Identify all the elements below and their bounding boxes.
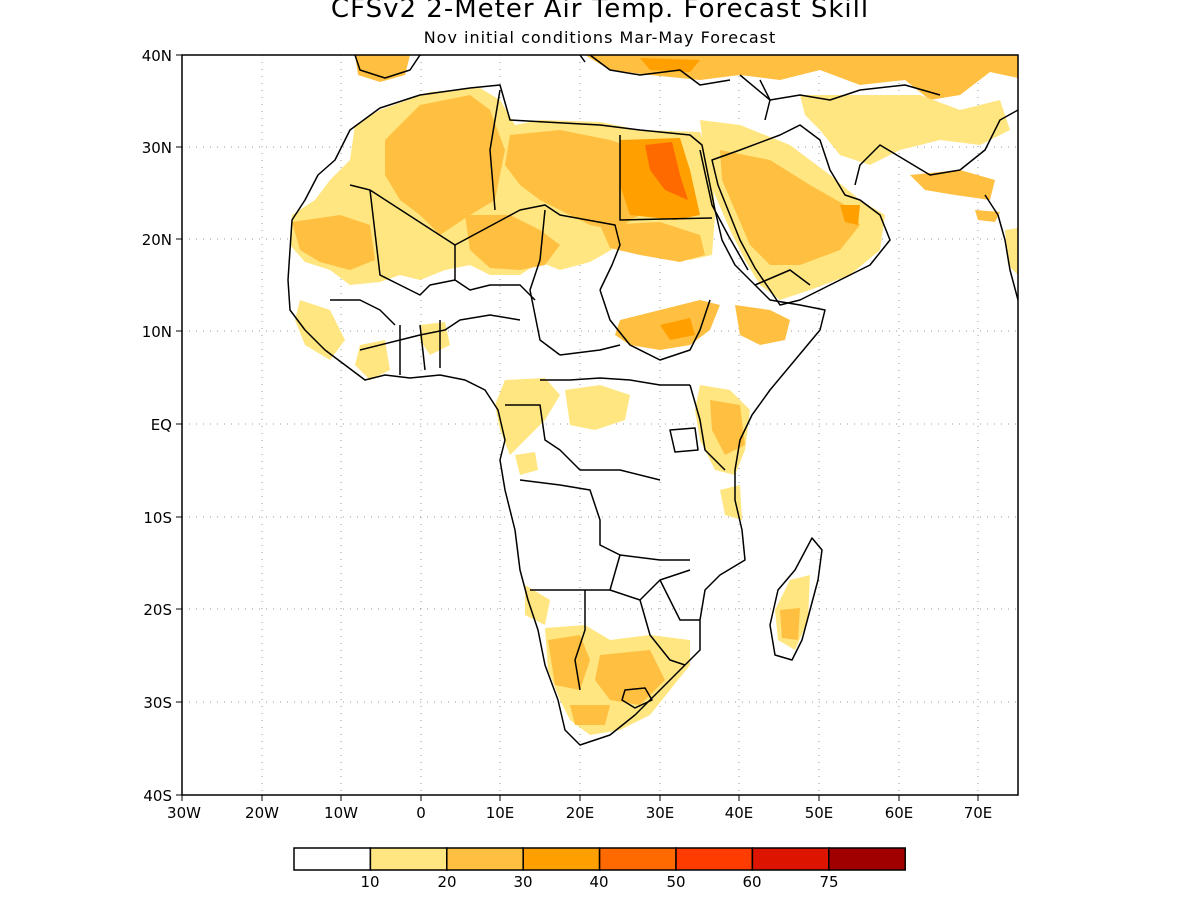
- lon-label: 20W: [245, 804, 279, 822]
- legend-label: 40: [589, 873, 608, 891]
- lon-label: 60E: [885, 804, 914, 822]
- lat-label: 30N: [142, 139, 172, 157]
- lat-label: 10N: [142, 323, 172, 341]
- lon-label: 30E: [646, 804, 675, 822]
- legend-label: 30: [513, 873, 532, 891]
- lat-label: 30S: [143, 694, 172, 712]
- skill-shading: [290, 55, 1018, 735]
- tick-marks: [176, 54, 979, 801]
- color-legend: [293, 847, 906, 871]
- legend-labels: 10 20 30 40 50 60 75: [360, 873, 838, 891]
- lon-label: 20E: [566, 804, 595, 822]
- legend-swatch: [675, 847, 754, 871]
- lat-label: 40N: [142, 47, 172, 65]
- map-subtitle: Nov initial conditions Mar-May Forecast: [423, 28, 777, 47]
- lon-label: 10E: [486, 804, 515, 822]
- lat-label: 20S: [143, 601, 172, 619]
- legend-swatch: [293, 847, 372, 871]
- lat-label: 40S: [143, 787, 172, 805]
- lat-label: 20N: [142, 231, 172, 249]
- coastlines: [287, 55, 1018, 746]
- latitude-labels: 40N 30N 20N 10N EQ 10S 20S 30S 40S: [142, 47, 172, 805]
- lon-label: 50E: [805, 804, 834, 822]
- lat-label: 10S: [143, 509, 172, 527]
- legend-label: 60: [742, 873, 761, 891]
- legend-swatch: [446, 847, 524, 871]
- legend-label: 10: [360, 873, 379, 891]
- lon-label: 0: [416, 804, 426, 822]
- legend-swatch: [369, 847, 448, 871]
- map-title: CFSv2 2-Meter Air Temp. Forecast Skill: [330, 0, 870, 24]
- lon-label: 40E: [725, 804, 754, 822]
- legend-swatch: [598, 847, 677, 871]
- map-frame: [181, 54, 1019, 796]
- lon-label: 10W: [324, 804, 358, 822]
- longitude-labels: 30W 20W 10W 0 10E 20E 30E 40E 50E 60E 70…: [167, 804, 992, 822]
- legend-label: 20: [437, 873, 456, 891]
- lat-label: EQ: [151, 416, 172, 434]
- legend-swatch: [828, 847, 906, 871]
- legend-swatch: [522, 847, 601, 871]
- legend-label: 50: [666, 873, 685, 891]
- legend-swatch: [751, 847, 830, 871]
- lon-label: 30W: [167, 804, 201, 822]
- lon-label: 70E: [964, 804, 993, 822]
- legend-label: 75: [819, 873, 838, 891]
